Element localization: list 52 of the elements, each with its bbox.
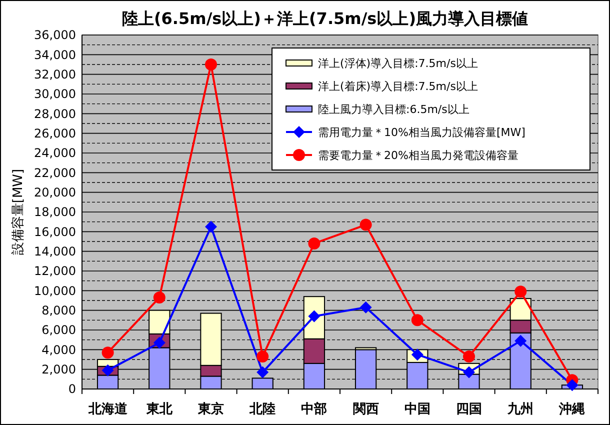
y-tick-label: 4,000	[42, 342, 76, 357]
point	[102, 364, 114, 376]
point	[205, 58, 217, 70]
x-tick-label: 中国	[404, 402, 430, 417]
x-tick-label: 東京	[197, 401, 224, 417]
y-tick-label: 36,000	[34, 28, 76, 42]
point	[205, 220, 217, 233]
legend-label: 洋上(着床)導入目標:7.5m/s以上	[318, 80, 478, 93]
y-tick-label: 2,000	[42, 362, 76, 377]
y-tick-label: 16,000	[34, 224, 76, 239]
y-tick-label: 18,000	[34, 205, 76, 220]
y-tick-label: 10,000	[34, 284, 76, 298]
x-tick-label: 九州	[506, 402, 534, 417]
point	[360, 218, 372, 231]
x-tick-label: 関西	[352, 402, 379, 417]
point	[463, 350, 475, 363]
x-tick-label: 中部	[301, 401, 328, 417]
point	[514, 334, 527, 347]
point	[360, 301, 372, 314]
point	[463, 366, 475, 378]
point	[256, 366, 269, 378]
y-tick-label: 22,000	[34, 166, 76, 180]
y-tick-label: 12,000	[34, 264, 76, 278]
x-tick-label: 北陸	[248, 402, 276, 417]
legend-label: 洋上(浮体)導入目標:7.5m/s以上	[318, 56, 478, 70]
point	[514, 286, 527, 298]
y-tick-label: 14,000	[34, 244, 76, 259]
y-tick-label: 8,000	[42, 304, 76, 318]
point	[411, 314, 424, 326]
x-tick-label: 北海道	[87, 402, 128, 417]
legend-label: 需用電力量＊10%相当風力設備容量[MW]	[318, 126, 526, 139]
point	[308, 237, 320, 250]
y-tick-label: 24,000	[34, 146, 76, 160]
y-tick-label: 34,000	[34, 48, 76, 62]
x-tick-label: 東北	[145, 402, 174, 417]
x-tick-label: 沖縄	[558, 402, 586, 417]
legend-label: 需要電力量＊20%相当風力発電設備容量	[318, 148, 518, 162]
point	[102, 346, 114, 359]
legend-label: 陸上風力導入目標:6.5m/s以上	[318, 102, 470, 116]
y-tick-label: 30,000	[34, 87, 76, 102]
y-tick-label: 0	[68, 382, 76, 396]
y-tick-label: 28,000	[34, 106, 76, 121]
y-tick-label: 20,000	[34, 186, 76, 200]
chart-title: 陸上(6.5m/s以上)＋洋上(7.5m/s以上)風力導入目標値	[122, 9, 528, 28]
y-axis-title: 設備容量[MW]	[10, 168, 26, 256]
point	[153, 292, 166, 304]
point	[566, 379, 578, 392]
y-tick-label: 32,000	[34, 68, 76, 82]
y-tick-label: 6,000	[42, 323, 76, 338]
point	[256, 350, 269, 363]
x-tick-label: 四国	[456, 402, 482, 417]
y-tick-label: 26,000	[34, 126, 76, 141]
